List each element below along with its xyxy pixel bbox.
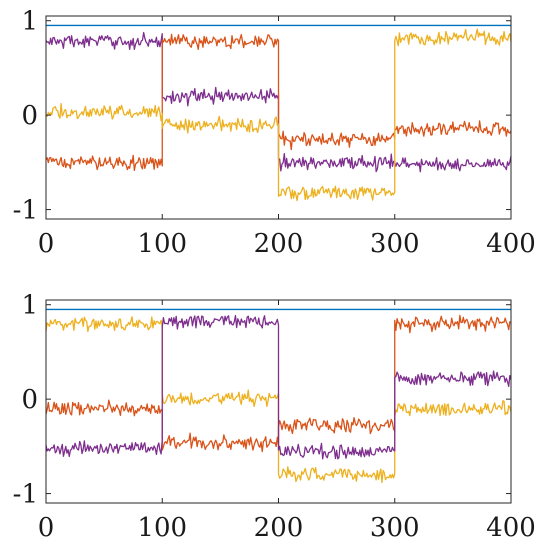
y-tick-label: 1 — [21, 7, 38, 37]
y-tick-label: 0 — [21, 385, 38, 415]
x-tick-label: 400 — [486, 229, 536, 259]
chart-panel-1: 0 100 200 300 400-101 — [13, 7, 536, 259]
x-tick-label: 0 — [38, 513, 55, 543]
chart-panel-2: 0 100 200 300 400-101 — [13, 291, 536, 543]
x-tick-label: 300 — [370, 229, 420, 259]
x-tick-label: 200 — [254, 229, 304, 259]
y-tick-label: -1 — [13, 196, 38, 226]
series-line-4 — [45, 314, 512, 460]
x-tick-label: 100 — [137, 513, 187, 543]
x-tick-label: 0 — [38, 229, 55, 259]
y-tick-label: 0 — [21, 101, 38, 131]
x-tick-label: 400 — [486, 513, 536, 543]
x-tick-label: 100 — [137, 229, 187, 259]
x-tick-label: 200 — [254, 513, 304, 543]
y-tick-label: -1 — [13, 480, 38, 510]
y-tick-label: 1 — [21, 291, 38, 321]
series-line-4 — [45, 28, 512, 202]
x-tick-label: 300 — [370, 513, 420, 543]
series-line-3 — [45, 33, 512, 172]
